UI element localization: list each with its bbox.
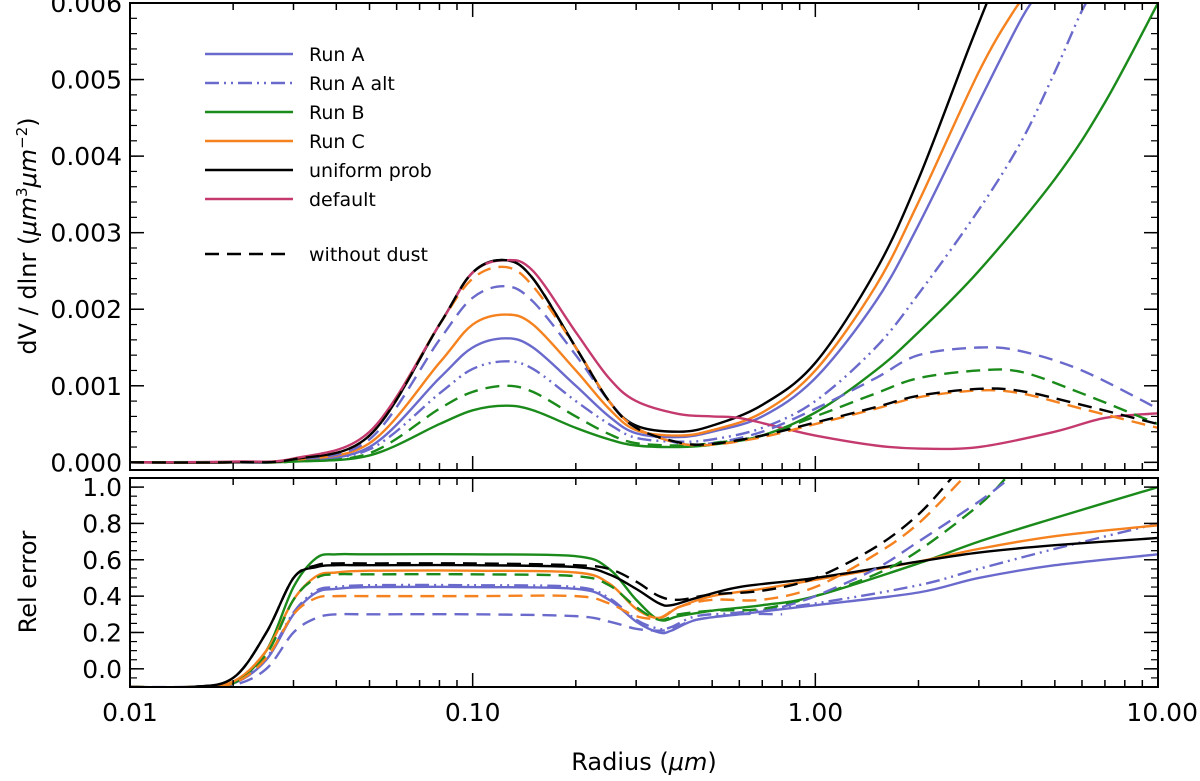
legend-label-run-c: Run C <box>309 131 365 153</box>
y-tick-label: 0.0 <box>82 655 122 684</box>
legend-label-without-dust: without dust <box>309 244 428 266</box>
bottom-series-run-b <box>130 485 1158 687</box>
legend-label-run-a: Run A <box>309 44 364 66</box>
y-tick-label: 1.0 <box>82 473 122 502</box>
top-series-run-c <box>130 3 1021 464</box>
y-tick-label: 0.6 <box>82 546 122 575</box>
x-tick-label: 1.00 <box>787 698 843 727</box>
top-ticks: 0.000 0.001 0.002 0.003 0.004 0.005 0.006 <box>50 0 1159 477</box>
bottom-series-run-a-alt-without-dust <box>781 478 1011 609</box>
legend-label-run-a-alt: Run A alt <box>309 73 395 95</box>
bottom-series-group <box>130 478 1158 687</box>
legend-label-uniform-prob: uniform prob <box>309 160 432 182</box>
top-series-run-a <box>130 3 1033 464</box>
bottom-y-axis-title: Rel error <box>14 530 42 633</box>
y-tick-label: 0.005 <box>50 66 122 95</box>
x-tick-label: 0.10 <box>445 698 501 727</box>
y-tick-label: 0.001 <box>50 372 122 401</box>
top-plot-frame <box>129 2 1159 471</box>
legend-label-run-b: Run B <box>309 102 365 124</box>
top-series-run-b <box>130 3 1158 464</box>
x-axis-title: Radius (μm) <box>571 748 717 776</box>
bottom-series-run-a-alt <box>130 522 1158 687</box>
bottom-series-run-c-without-dust <box>130 478 965 687</box>
y-tick-label: 0.006 <box>50 0 122 18</box>
bottom-plot-frame <box>129 477 1159 688</box>
top-series-uniform-prob-without-dust <box>130 258 1158 464</box>
y-tick-label: 0.004 <box>50 142 122 171</box>
top-y-axis-title: dV / dlnr (μm3μm−2) <box>13 117 42 354</box>
x-tick-label: 10.00 <box>1126 698 1198 727</box>
legend: Run A Run A alt Run B Run C uniform prob defa… <box>205 44 432 266</box>
bottom-series-run-b-without-dust <box>130 478 1007 687</box>
y-tick-label: 0.003 <box>50 219 122 248</box>
y-tick-label: 0.8 <box>82 509 122 538</box>
y-tick-label: 0.2 <box>82 618 122 647</box>
top-series-default <box>130 258 1158 464</box>
x-tick-label: 0.01 <box>102 698 158 727</box>
top-series-run-b-without-dust <box>130 368 1158 464</box>
bottom-series-uniform-prob-without-dust <box>130 478 953 687</box>
top-series-group <box>130 3 1158 464</box>
y-tick-label: 0.002 <box>50 295 122 324</box>
legend-label-default: default <box>309 189 376 211</box>
top-series-run-c-without-dust <box>130 265 1158 464</box>
top-panel: 0.000 0.001 0.002 0.003 0.004 0.005 0.006 dV /… <box>13 0 1159 477</box>
top-series-uniform-prob <box>130 3 989 464</box>
bottom-ticks: 0.01 0.10 1.00 10.00 0.0 0.2 0.4 0.6 0.8 1.0 <box>82 473 1198 727</box>
y-tick-label: 0.000 <box>50 448 122 477</box>
y-tick-label: 0.4 <box>82 582 122 611</box>
bottom-series-run-a-without-dust <box>130 612 783 687</box>
bottom-panel: 0.01 0.10 1.00 10.00 0.0 0.2 0.4 0.6 0.8 1.0 Rel … <box>14 473 1198 776</box>
